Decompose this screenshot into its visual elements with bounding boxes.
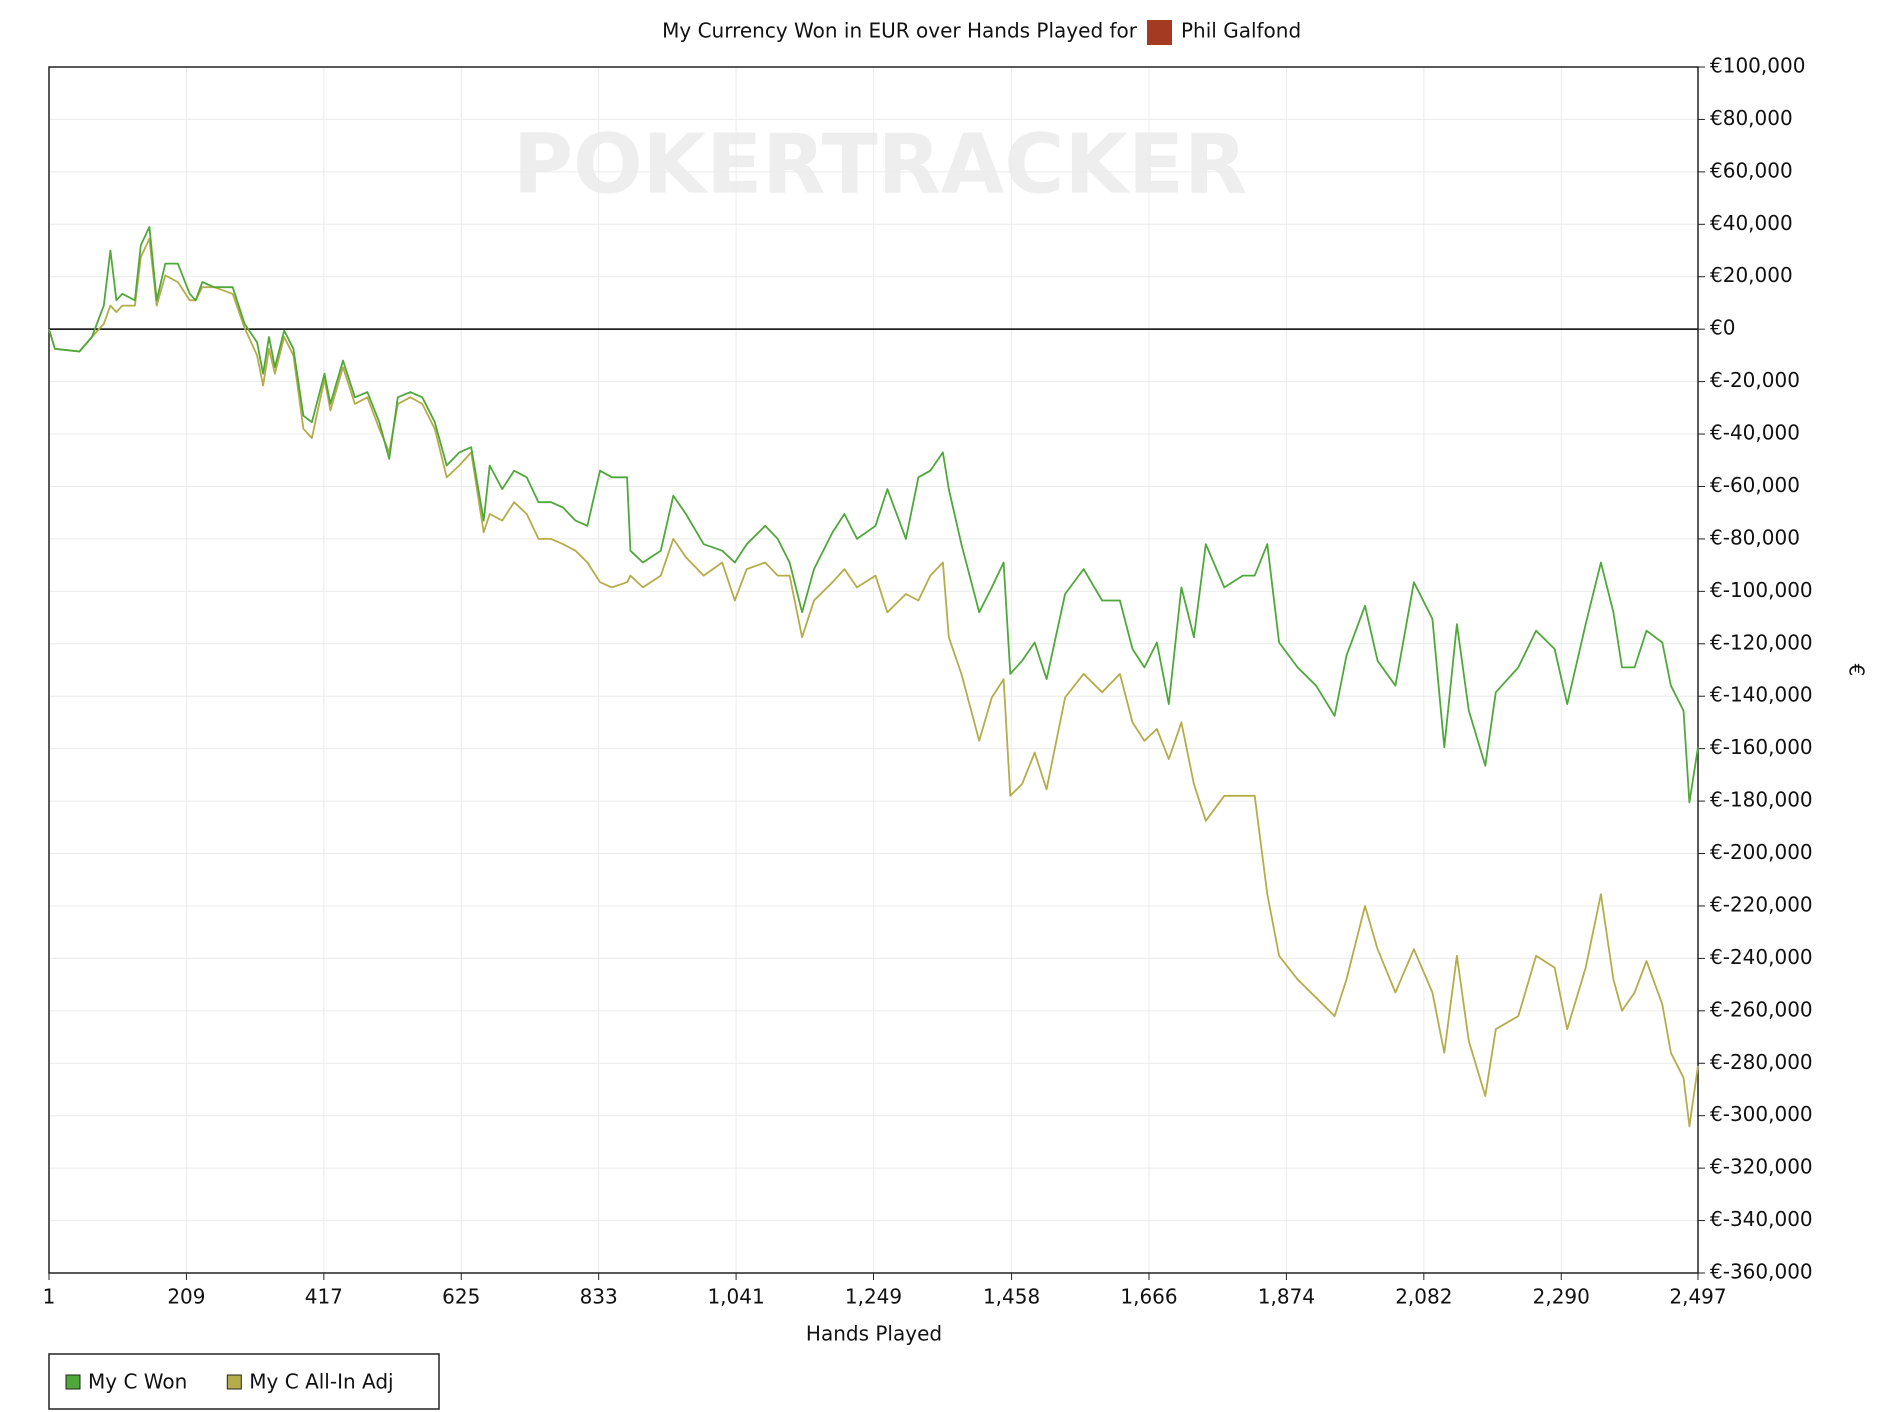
data-line — [48, 226, 1699, 804]
y-tick-label: €40,000 — [1710, 211, 1793, 235]
legend: My C Won My C All-In Adj — [48, 1353, 440, 1410]
y-tick-label: €-100,000 — [1710, 578, 1813, 602]
y-tick-label: €0 — [1710, 316, 1735, 340]
x-tick-label: 2,497 — [1669, 1285, 1726, 1309]
legend-swatch — [226, 1374, 242, 1390]
data-line — [48, 237, 1699, 1128]
y-tick-label: €60,000 — [1710, 158, 1793, 182]
y-tick-label: €-160,000 — [1710, 735, 1813, 759]
plot-border — [48, 66, 1699, 1274]
x-tick-label: 1,874 — [1258, 1285, 1315, 1309]
x-tick-label: 625 — [442, 1285, 480, 1309]
x-tick-label: 417 — [305, 1285, 343, 1309]
y-tick-label: €-240,000 — [1710, 945, 1813, 969]
y-tick-label: €-120,000 — [1710, 630, 1813, 654]
x-tick-label: 2,290 — [1533, 1285, 1590, 1309]
y-tick-label: €20,000 — [1710, 263, 1793, 287]
x-tick-label: 209 — [167, 1285, 205, 1309]
legend-label: My C All-In Adj — [249, 1370, 393, 1394]
y-tick-label: €-220,000 — [1710, 892, 1813, 916]
x-tick-label: 1,041 — [707, 1285, 764, 1309]
y-tick-label: €-80,000 — [1710, 525, 1800, 549]
x-tick-label: 1 — [43, 1285, 56, 1309]
player-icon — [1147, 20, 1172, 45]
x-tick-label: 1,458 — [983, 1285, 1040, 1309]
y-tick-label: €-40,000 — [1710, 421, 1800, 445]
y-tick-label: €-180,000 — [1710, 788, 1813, 812]
y-tick-label: €-200,000 — [1710, 840, 1813, 864]
watermark: POKERTRACKER — [513, 117, 1247, 212]
legend-swatch — [65, 1374, 81, 1390]
x-tick-label: 1,249 — [845, 1285, 902, 1309]
y-tick-label: €-60,000 — [1710, 473, 1800, 497]
y-tick-label: €-320,000 — [1710, 1155, 1813, 1179]
x-tick-label: 2,082 — [1395, 1285, 1452, 1309]
y-tick-label: €-260,000 — [1710, 997, 1813, 1021]
y-tick-label: €100,000 — [1710, 54, 1805, 78]
chart-title: My Currency Won in EUR over Hands Played… — [662, 19, 1138, 43]
y-tick-label: €-360,000 — [1710, 1260, 1813, 1284]
x-axis-label: Hands Played — [806, 1322, 942, 1346]
y-tick-label: €-280,000 — [1710, 1050, 1813, 1074]
legend-label: My C Won — [88, 1370, 187, 1394]
y-tick-label: €-20,000 — [1710, 368, 1800, 392]
x-tick-label: 1,666 — [1120, 1285, 1177, 1309]
y-axis-label: € — [1845, 664, 1869, 677]
y-tick-label: €80,000 — [1710, 106, 1793, 130]
y-tick-label: €-340,000 — [1710, 1207, 1813, 1231]
y-tick-label: €-300,000 — [1710, 1102, 1813, 1126]
player-name: Phil Galfond — [1181, 19, 1301, 43]
x-tick-label: 833 — [580, 1285, 618, 1309]
legend-box — [48, 1353, 440, 1410]
y-tick-label: €-140,000 — [1710, 683, 1813, 707]
